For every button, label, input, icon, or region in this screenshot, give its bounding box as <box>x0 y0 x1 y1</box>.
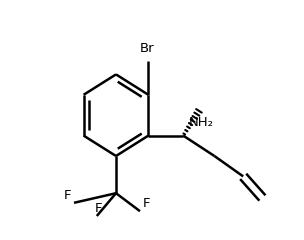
Text: Br: Br <box>140 42 154 55</box>
Text: NH₂: NH₂ <box>189 116 214 129</box>
Text: F: F <box>94 202 102 215</box>
Text: F: F <box>64 189 72 202</box>
Text: F: F <box>142 197 150 210</box>
